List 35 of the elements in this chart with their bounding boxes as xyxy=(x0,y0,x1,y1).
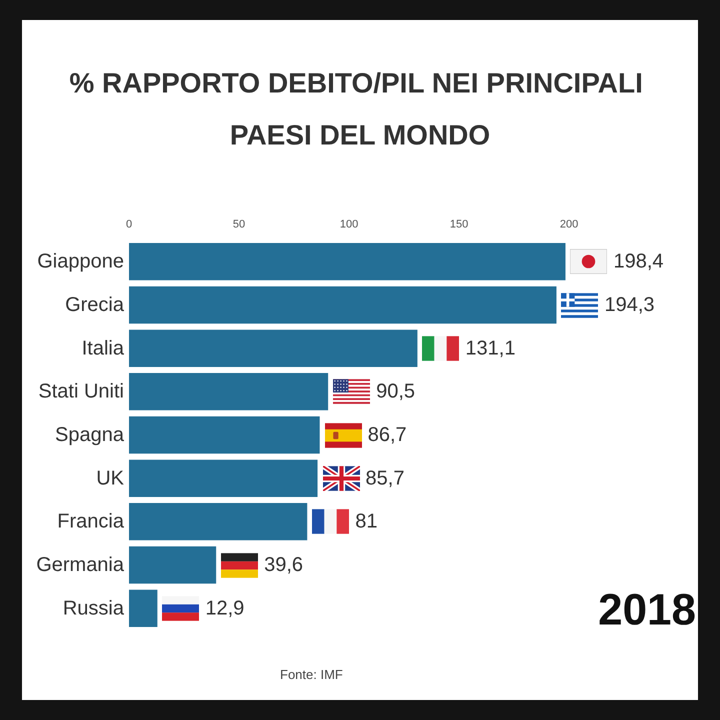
data-label: 81 xyxy=(355,510,378,533)
data-label: 39,6 xyxy=(264,554,304,576)
text: 2018 xyxy=(598,586,696,634)
bar xyxy=(129,416,320,454)
x-tick-label: 100 xyxy=(340,218,358,230)
bar xyxy=(129,590,158,627)
data-label: 198,4 xyxy=(613,250,664,273)
bar xyxy=(129,373,328,410)
y-tick-label: Francia xyxy=(57,510,125,533)
source-note: Fonte: IMF xyxy=(280,667,343,682)
y-tick-label: Giappone xyxy=(37,250,124,273)
bar xyxy=(129,330,418,367)
bar xyxy=(129,503,308,540)
bar xyxy=(129,546,216,584)
y-tick-label: UK xyxy=(96,467,125,490)
data-label: 194,3 xyxy=(604,294,655,316)
y-tick-label: Germania xyxy=(36,554,125,576)
y-tick-label: Spagna xyxy=(55,424,125,446)
data-label: 131,1 xyxy=(465,337,516,360)
data-label: 85,7 xyxy=(366,467,404,490)
chart-title: % RAPPORTO DEBITO/PIL NEI PRINCIPALI PAESI DEL MONDO xyxy=(69,68,651,150)
bar xyxy=(129,460,318,497)
data-label: 86,7 xyxy=(368,424,407,446)
y-tick-label: Russia xyxy=(62,597,125,620)
y-tick-label: Italia xyxy=(82,337,125,360)
x-tick-label: 50 xyxy=(232,218,246,230)
bar xyxy=(129,286,556,324)
x-tick-label: 200 xyxy=(560,218,578,230)
data-label: 90,5 xyxy=(376,380,416,403)
x-tick-label: 0 xyxy=(126,218,132,230)
bar xyxy=(129,243,566,280)
y-tick-label: Stati Uniti xyxy=(38,380,124,403)
x-tick-label: 150 xyxy=(450,218,468,230)
data-label: 12,9 xyxy=(205,597,244,620)
y-tick-label: Grecia xyxy=(65,294,125,316)
